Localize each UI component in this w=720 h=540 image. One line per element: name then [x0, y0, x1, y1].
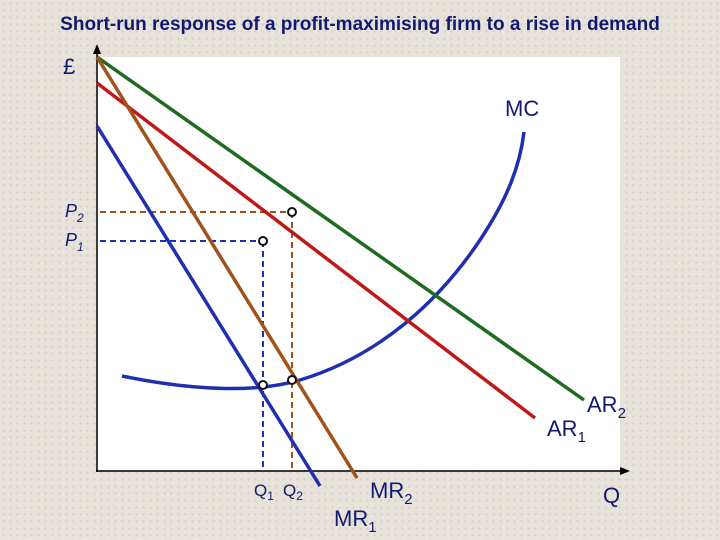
q2-label: Q2 [283, 481, 303, 503]
ar1-curve [95, 81, 537, 420]
x-axis-arrow [620, 467, 630, 475]
q1-label: Q1 [254, 481, 274, 503]
mc-mr1-intersection [258, 380, 268, 390]
diagram-title: Short-run response of a profit-maximisin… [60, 14, 660, 35]
mr1-curve [95, 125, 322, 487]
ar1-price-point [258, 236, 268, 246]
y-axis-label: £ [63, 54, 75, 79]
mr1-label: MR1 [334, 506, 377, 536]
mc-mr2-intersection [287, 375, 297, 385]
ar2-curve [95, 55, 586, 402]
p1-label: P1 [65, 230, 84, 254]
mr2-curve [95, 56, 359, 479]
mc-label: MC [505, 96, 539, 121]
y-axis-arrow [93, 44, 101, 54]
plot-area [97, 57, 620, 470]
ar1-label: AR1 [547, 416, 586, 446]
mc-curve [121, 131, 526, 391]
mr2-label: MR2 [370, 478, 413, 508]
p2-label: P2 [65, 201, 84, 225]
ar2-price-point [287, 207, 297, 217]
x-axis-label: Q [603, 483, 620, 508]
ar2-label: AR2 [587, 392, 626, 422]
